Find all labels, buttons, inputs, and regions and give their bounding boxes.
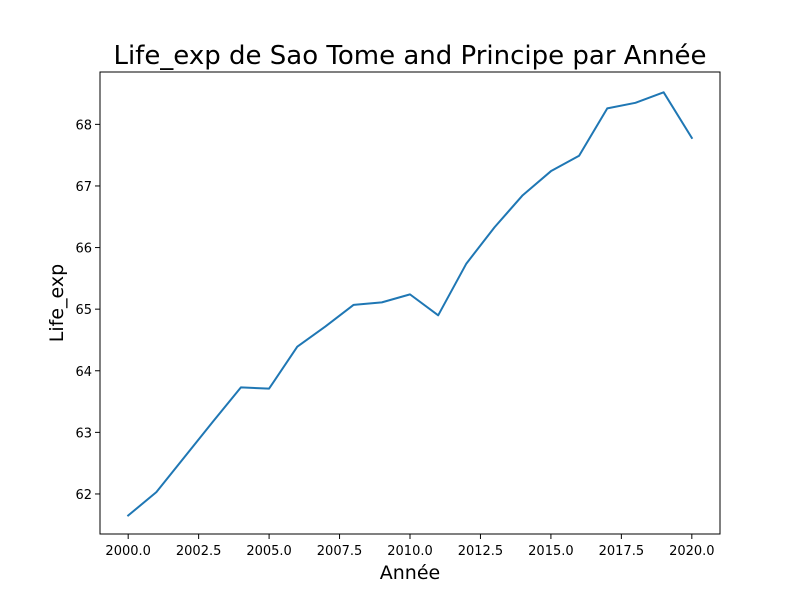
x-tick-label: 2010.0 (387, 544, 433, 559)
x-tick-label: 2012.5 (458, 544, 504, 559)
x-tick-label: 2017.5 (599, 544, 645, 559)
y-tick-label: 68 (75, 118, 92, 133)
y-tick-label: 63 (75, 426, 92, 441)
x-tick-label: 2015.0 (528, 544, 574, 559)
x-axis-label: Année (380, 562, 440, 584)
y-tick-label: 66 (75, 242, 92, 257)
y-tick-label: 62 (75, 488, 92, 503)
y-axis-label: Life_exp (46, 264, 68, 342)
plot-area (126, 91, 694, 517)
x-axis-ticks: 2000.0 2002.5 2005.0 2007.5 2010.0 2012.5 2015… (105, 534, 715, 559)
y-tick-label: 64 (75, 365, 92, 380)
x-tick-label: 2005.0 (246, 544, 292, 559)
x-tick-label: 2020.0 (669, 544, 715, 559)
y-tick-label: 67 (75, 180, 92, 195)
x-tick-label: 2002.5 (176, 544, 222, 559)
y-tick-label: 65 (75, 303, 92, 318)
series-line-0 (126, 91, 694, 517)
chart-title: Life_exp de Sao Tome and Principe par An… (113, 41, 706, 71)
y-axis-ticks: 62 63 64 65 66 67 68 (75, 118, 100, 503)
axes-frame (99, 71, 721, 535)
x-tick-label: 2007.5 (317, 544, 363, 559)
x-tick-label: 2000.0 (105, 544, 151, 559)
